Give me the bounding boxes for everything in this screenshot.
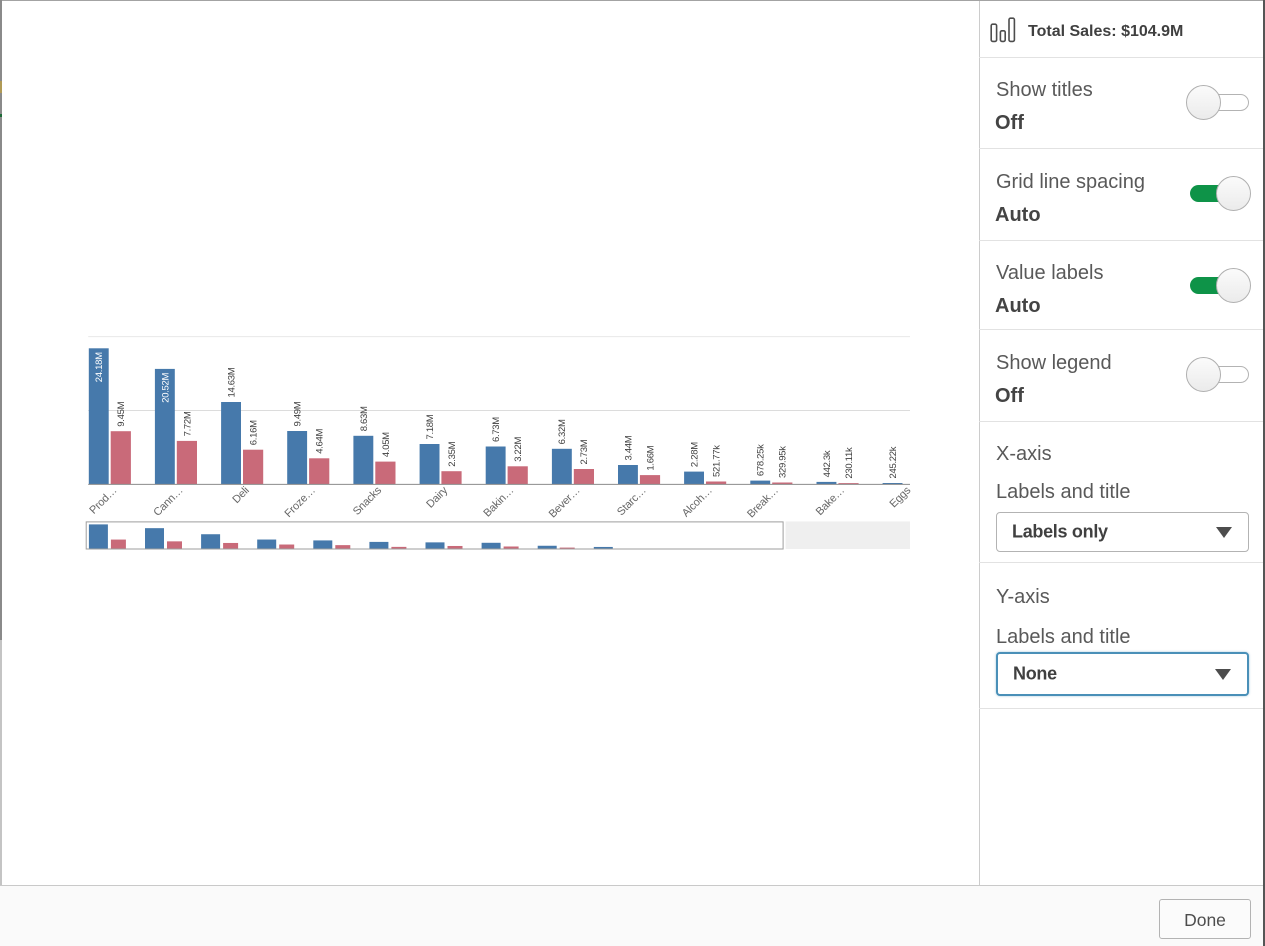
svg-text:4.64M: 4.64M [315, 429, 326, 454]
svg-text:6.73M: 6.73M [491, 417, 502, 442]
svg-text:14.63M: 14.63M [227, 367, 238, 397]
svg-text:6.16M: 6.16M [249, 420, 260, 445]
svg-text:2.28M: 2.28M [690, 442, 701, 467]
svg-text:Alcoh…: Alcoh… [680, 485, 715, 520]
svg-text:1.66M: 1.66M [645, 445, 656, 470]
svg-text:20.52M: 20.52M [160, 373, 171, 403]
svg-text:245.22k: 245.22k [888, 446, 899, 478]
svg-text:3.22M: 3.22M [513, 437, 524, 462]
svg-text:Froze…: Froze… [283, 485, 318, 520]
svg-text:4.05M: 4.05M [381, 432, 392, 457]
svg-text:Bever…: Bever… [547, 485, 583, 521]
svg-text:8.63M: 8.63M [359, 406, 370, 431]
svg-text:Dairy: Dairy [424, 484, 450, 510]
svg-text:2.73M: 2.73M [579, 439, 590, 464]
svg-text:678.25k: 678.25k [756, 444, 767, 476]
svg-text:230.11k: 230.11k [844, 447, 855, 479]
svg-text:2.35M: 2.35M [447, 441, 458, 466]
svg-text:329.95k: 329.95k [778, 446, 789, 478]
svg-text:Break…: Break… [745, 485, 781, 521]
svg-text:Bake…: Bake… [814, 485, 847, 518]
svg-text:7.18M: 7.18M [425, 414, 436, 439]
svg-text:3.44M: 3.44M [623, 435, 634, 460]
svg-text:Bakin…: Bakin… [481, 485, 516, 520]
svg-text:Cann…: Cann… [151, 485, 185, 519]
svg-text:9.45M: 9.45M [116, 401, 127, 426]
svg-text:521.77k: 521.77k [712, 445, 723, 477]
svg-text:24.18M: 24.18M [94, 352, 105, 382]
svg-text:9.49M: 9.49M [293, 401, 304, 426]
svg-text:Snacks: Snacks [351, 484, 385, 518]
svg-text:7.72M: 7.72M [182, 411, 193, 436]
svg-text:Starc…: Starc… [615, 485, 649, 519]
svg-text:6.32M: 6.32M [557, 419, 568, 444]
svg-text:442.3k: 442.3k [822, 450, 833, 477]
svg-text:Eggs: Eggs [888, 484, 914, 510]
svg-text:Deli: Deli [230, 485, 251, 506]
svg-text:Prod…: Prod… [87, 485, 119, 517]
